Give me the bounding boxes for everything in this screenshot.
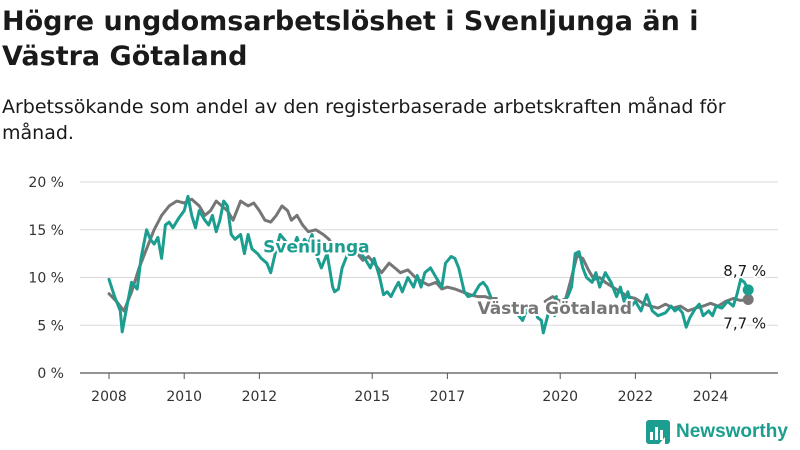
brand[interactable]: Newsworthy <box>646 420 788 444</box>
svenljunga-end-point <box>742 284 754 296</box>
brand-name: Newsworthy <box>676 421 788 442</box>
y-tick-label: 20 % <box>28 175 64 191</box>
x-tick-label: 2008 <box>91 389 127 405</box>
vastra-gotaland-end-value: 7,7 % <box>723 314 766 332</box>
x-tick-label: 2024 <box>693 389 729 405</box>
series-lines <box>107 194 754 335</box>
svenljunga-line <box>107 194 750 335</box>
västra-götaland-line <box>107 197 750 313</box>
x-tick-label: 2010 <box>166 389 202 405</box>
chart-title: Högre ungdomsarbetslöshet i Svenljunga ä… <box>2 6 699 72</box>
x-axis-ticks: 2008 2010 2012 2015 2017 2020 2022 2024 <box>91 373 729 405</box>
series-labels: Svenljunga Västra Götaland 8,7 % 7,7 % <box>261 236 768 335</box>
svenljunga-series-label: Svenljunga <box>263 238 369 258</box>
x-tick-label: 2017 <box>430 389 466 405</box>
vastra-gotaland-series-label: Västra Götaland <box>477 299 632 319</box>
newsworthy-logo-icon <box>646 420 670 444</box>
y-tick-label: 5 % <box>37 318 64 334</box>
y-axis-ticks: 0 % 5 % 10 % 15 % 20 % <box>28 175 64 382</box>
y-tick-label: 0 % <box>37 366 64 382</box>
västra-götaland-end-point <box>742 293 754 305</box>
x-tick-label: 2015 <box>354 389 390 405</box>
x-tick-label: 2020 <box>542 389 578 405</box>
x-tick-label: 2022 <box>618 389 654 405</box>
y-tick-label: 10 % <box>28 271 64 287</box>
chart-subtitle: Arbetssökande som andel av den registerb… <box>2 96 726 144</box>
svenljunga-end-value: 8,7 % <box>723 262 766 280</box>
x-tick-label: 2012 <box>242 389 278 405</box>
gridlines <box>80 181 778 374</box>
y-tick-label: 15 % <box>28 223 64 239</box>
